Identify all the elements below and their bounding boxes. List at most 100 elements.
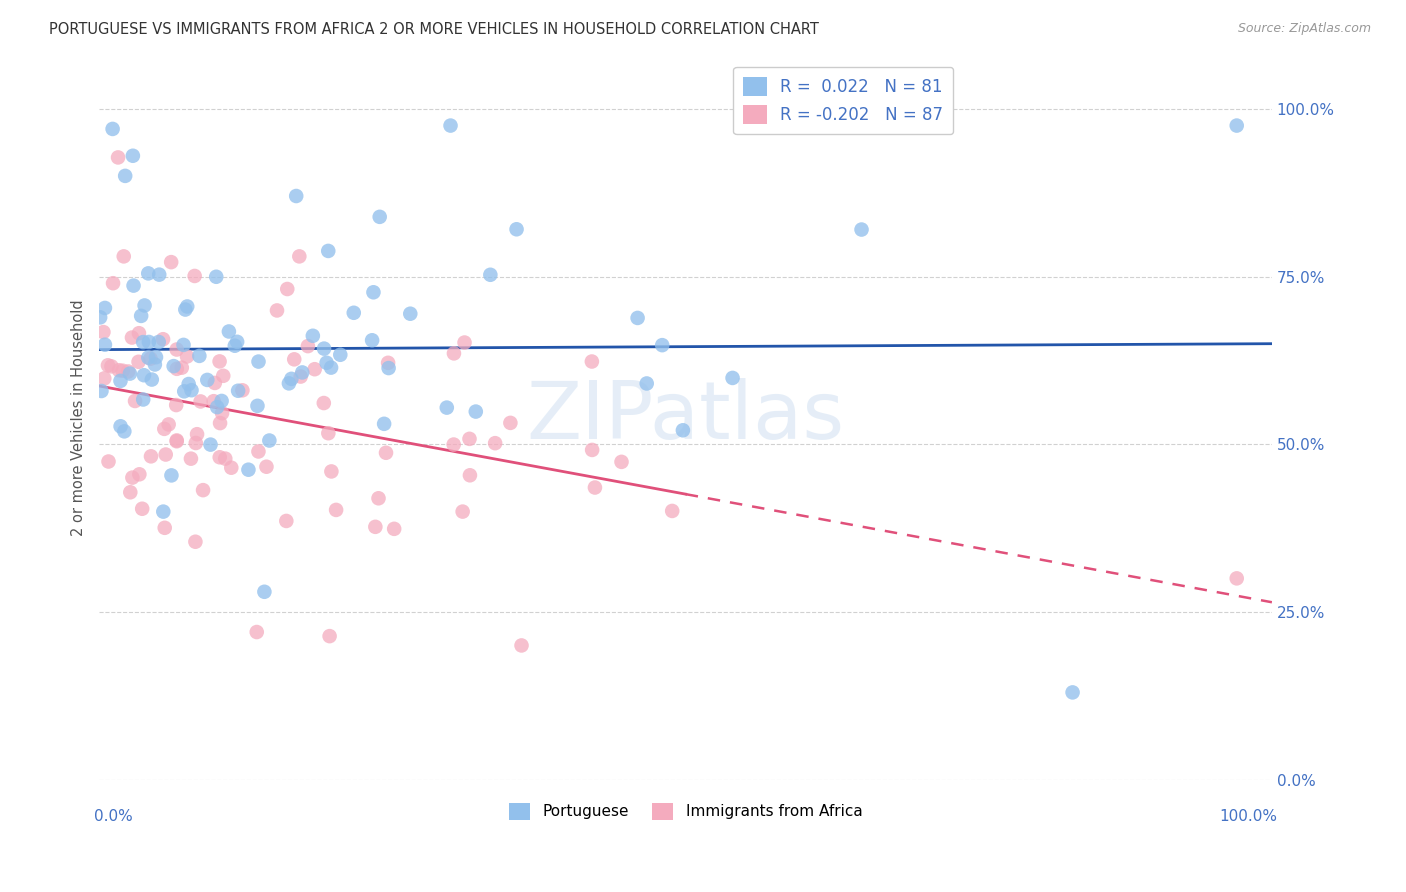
Point bbox=[112, 425, 135, 439]
Point bbox=[148, 268, 170, 282]
Point bbox=[325, 503, 347, 517]
Point bbox=[1226, 571, 1249, 585]
Point bbox=[200, 437, 222, 451]
Point bbox=[212, 368, 235, 383]
Point bbox=[205, 269, 228, 284]
Point bbox=[1062, 685, 1084, 699]
Point bbox=[89, 310, 111, 325]
Point bbox=[276, 282, 298, 296]
Point bbox=[253, 584, 276, 599]
Point bbox=[218, 325, 240, 339]
Point bbox=[626, 310, 648, 325]
Point bbox=[174, 302, 197, 317]
Point bbox=[288, 249, 311, 263]
Point bbox=[256, 459, 278, 474]
Text: ZIPatlas: ZIPatlas bbox=[527, 378, 845, 457]
Point bbox=[184, 436, 207, 450]
Point bbox=[132, 392, 155, 407]
Point bbox=[290, 369, 312, 384]
Point bbox=[145, 350, 167, 364]
Point bbox=[224, 339, 246, 353]
Point bbox=[190, 394, 212, 409]
Point bbox=[851, 222, 873, 236]
Point bbox=[191, 483, 214, 497]
Point bbox=[129, 309, 152, 323]
Point bbox=[375, 446, 398, 460]
Point bbox=[280, 372, 302, 386]
Point bbox=[128, 355, 150, 369]
Point bbox=[170, 360, 193, 375]
Point bbox=[139, 351, 162, 366]
Point bbox=[138, 334, 160, 349]
Point bbox=[176, 350, 198, 364]
Point bbox=[143, 358, 166, 372]
Point bbox=[226, 384, 249, 398]
Point bbox=[166, 434, 188, 449]
Point bbox=[581, 354, 603, 368]
Point bbox=[363, 285, 385, 300]
Point bbox=[93, 371, 115, 385]
Point bbox=[581, 442, 603, 457]
Point bbox=[202, 394, 225, 409]
Point bbox=[166, 434, 188, 448]
Point bbox=[180, 383, 202, 397]
Point bbox=[128, 326, 150, 341]
Point bbox=[510, 639, 533, 653]
Point bbox=[173, 338, 195, 352]
Point bbox=[132, 368, 155, 383]
Point bbox=[276, 514, 298, 528]
Point bbox=[283, 352, 305, 367]
Point bbox=[304, 362, 326, 376]
Point bbox=[136, 266, 159, 280]
Y-axis label: 2 or more Vehicles in Household: 2 or more Vehicles in Household bbox=[72, 299, 86, 536]
Point bbox=[183, 268, 205, 283]
Point bbox=[188, 349, 211, 363]
Point bbox=[458, 432, 481, 446]
Point bbox=[246, 625, 269, 640]
Text: 100.0%: 100.0% bbox=[1220, 808, 1278, 823]
Point bbox=[672, 423, 695, 437]
Point bbox=[209, 416, 232, 430]
Point bbox=[108, 363, 131, 377]
Point bbox=[377, 356, 399, 370]
Point bbox=[721, 371, 744, 385]
Point bbox=[321, 465, 343, 479]
Point bbox=[100, 359, 122, 374]
Point bbox=[121, 470, 143, 484]
Point bbox=[443, 437, 465, 451]
Point bbox=[107, 150, 129, 164]
Point bbox=[97, 359, 120, 373]
Point bbox=[94, 301, 117, 315]
Point bbox=[312, 342, 335, 356]
Point bbox=[302, 328, 325, 343]
Point bbox=[1226, 119, 1249, 133]
Point bbox=[173, 384, 195, 399]
Point bbox=[184, 534, 207, 549]
Point bbox=[163, 359, 186, 373]
Point bbox=[128, 467, 150, 482]
Point bbox=[114, 169, 136, 183]
Point bbox=[214, 451, 236, 466]
Point bbox=[120, 485, 142, 500]
Text: Source: ZipAtlas.com: Source: ZipAtlas.com bbox=[1237, 22, 1371, 36]
Point bbox=[132, 335, 155, 350]
Point bbox=[277, 376, 299, 391]
Point bbox=[205, 400, 228, 414]
Point bbox=[101, 277, 124, 291]
Point bbox=[246, 399, 269, 413]
Point bbox=[141, 373, 163, 387]
Point bbox=[117, 364, 139, 378]
Point bbox=[661, 504, 683, 518]
Point bbox=[186, 427, 208, 442]
Point bbox=[110, 419, 132, 434]
Point bbox=[484, 436, 506, 450]
Point bbox=[157, 417, 180, 432]
Point bbox=[176, 300, 198, 314]
Point bbox=[148, 334, 170, 349]
Point bbox=[211, 406, 233, 420]
Point bbox=[166, 343, 188, 357]
Point bbox=[93, 325, 115, 339]
Point bbox=[110, 374, 132, 388]
Point bbox=[583, 481, 606, 495]
Point bbox=[177, 377, 200, 392]
